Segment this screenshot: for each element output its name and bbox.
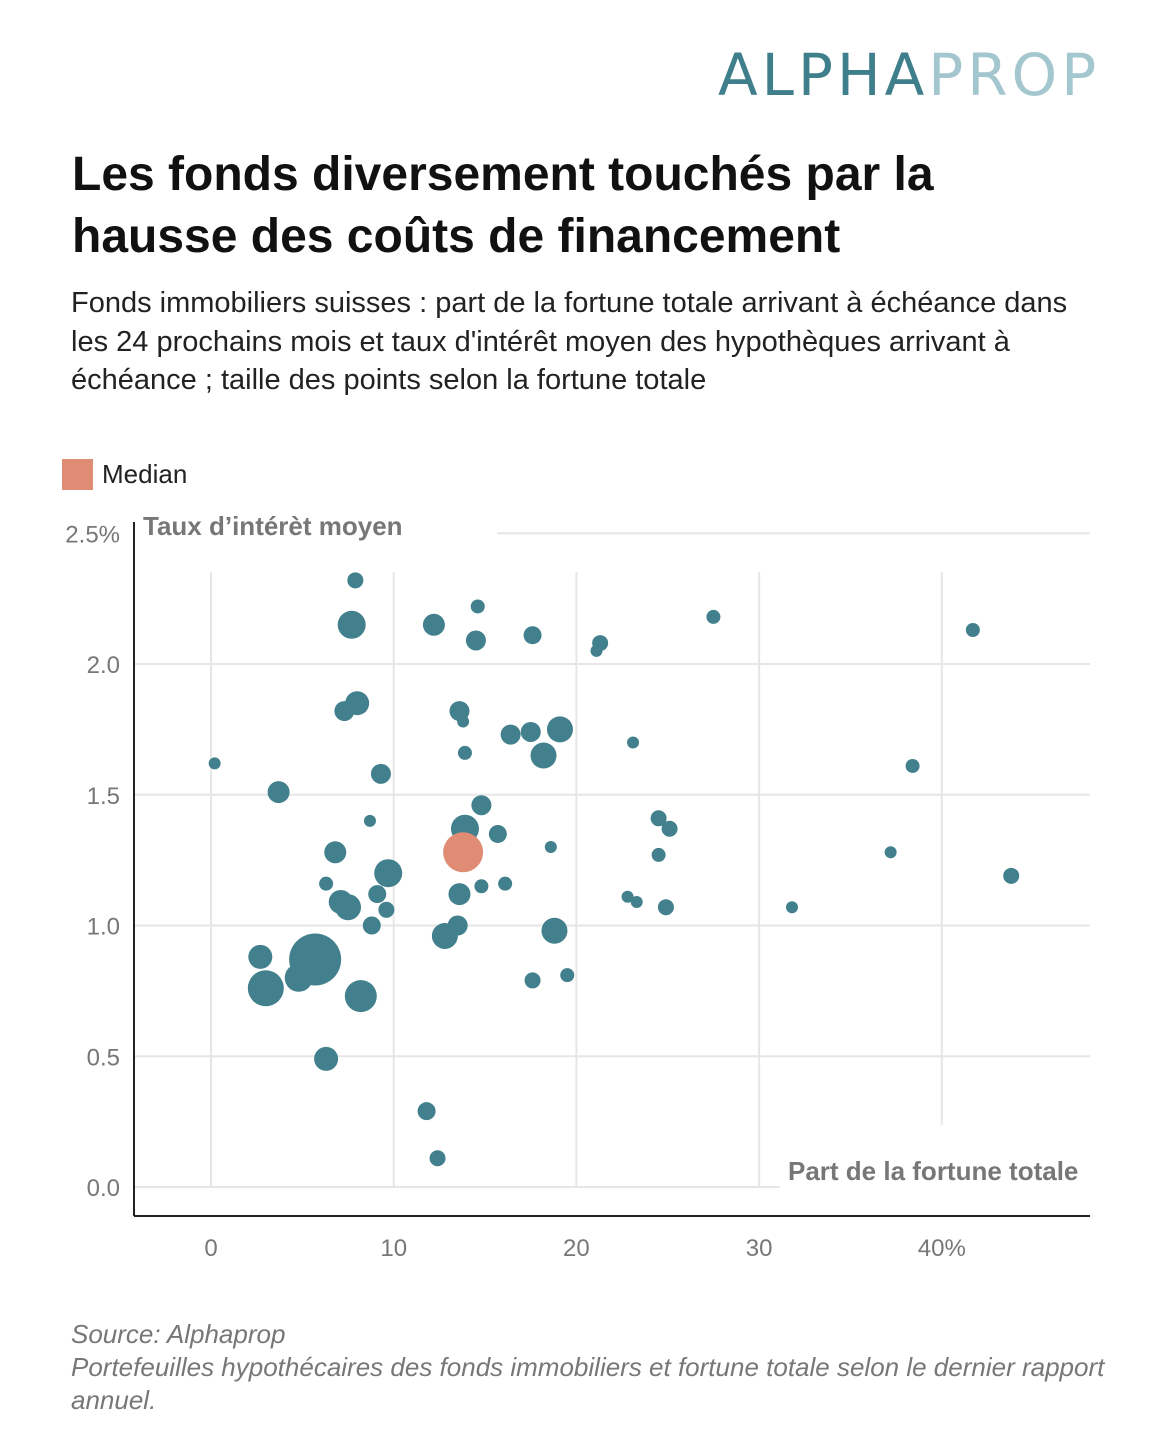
fund-point	[546, 716, 573, 743]
y-tick-label: 1.5	[87, 783, 120, 810]
fund-point	[488, 824, 507, 843]
fund-point	[630, 895, 643, 908]
fund-point	[208, 757, 221, 770]
y-tick-label: 0.5	[87, 1044, 120, 1071]
ylabel-bg	[139, 508, 439, 542]
fund-point	[374, 859, 403, 888]
bubble-chart: 0.0 0.5 1.0 1.5 2.0 2.5% 0 10 20 30 40% Taux d’int…	[65, 508, 1090, 1262]
y-tick-label: 2.5%	[65, 521, 120, 548]
y-tick-label: 1.0	[87, 914, 120, 941]
fund-point	[965, 623, 980, 638]
fund-point	[248, 944, 273, 969]
fund-point	[314, 1046, 339, 1071]
fund-point	[627, 736, 640, 749]
fund-point	[541, 917, 568, 944]
tick-labels: 0.0 0.5 1.0 1.5 2.0 2.5% 0 10 20 30 40%	[65, 521, 966, 1262]
fund-point	[319, 876, 334, 891]
x-tick-label: 20	[563, 1235, 590, 1262]
fund-point	[661, 820, 678, 837]
fund-point	[1003, 867, 1020, 884]
fund-point	[335, 894, 362, 921]
fund-point	[370, 763, 391, 784]
fund-point	[422, 613, 445, 636]
fund-point	[457, 715, 470, 728]
legend: Median	[62, 459, 187, 490]
x-axis-title: Part de la fortune totale	[788, 1156, 1078, 1186]
fund-point	[520, 721, 541, 742]
fund-point	[267, 781, 290, 804]
fund-point	[544, 841, 557, 854]
x-tick-label: 10	[380, 1235, 407, 1262]
fund-point	[651, 847, 666, 862]
fund-point	[905, 758, 920, 773]
fund-point	[590, 644, 603, 657]
fund-point	[524, 972, 541, 989]
fund-point	[498, 876, 513, 891]
fund-point	[344, 980, 377, 1013]
fund-point	[650, 810, 667, 827]
methodology-text: Portefeuilles hypothécaires des fonds im…	[71, 1352, 1105, 1415]
y-tick-label: 2.0	[87, 652, 120, 679]
y-tick-label: 0.0	[87, 1175, 120, 1202]
fund-point	[457, 745, 472, 760]
chart-title: Les fonds diversement touchés par la hau…	[72, 148, 934, 263]
fund-point	[657, 899, 674, 916]
fund-point	[474, 879, 489, 894]
source-text: Source: Alphaprop	[71, 1319, 286, 1349]
fund-point	[500, 724, 521, 745]
fund-point	[337, 610, 366, 639]
chart-subtitle: Fonds immobiliers suisses : part de la f…	[71, 287, 1068, 396]
fund-point	[363, 814, 376, 827]
fund-point	[471, 795, 492, 816]
fund-point	[284, 963, 313, 992]
fund-point	[465, 630, 486, 651]
y-axis-title: Taux d’intérèt moyen	[143, 511, 403, 541]
fund-point	[431, 922, 458, 949]
data-points	[208, 572, 1020, 1167]
legend-median-label: Median	[102, 459, 188, 489]
median-point	[443, 832, 484, 873]
fund-point	[530, 742, 557, 769]
fund-point	[324, 841, 347, 864]
fund-point	[560, 968, 575, 983]
fund-point	[706, 609, 721, 624]
fund-point	[621, 890, 634, 903]
fund-point	[448, 883, 471, 906]
fund-point	[378, 901, 395, 918]
fund-point	[523, 626, 542, 645]
legend-median-swatch	[62, 459, 93, 490]
fund-point	[334, 701, 355, 722]
x-tick-label: 40%	[918, 1235, 966, 1262]
fund-point	[429, 1150, 446, 1167]
fund-point	[884, 846, 897, 859]
grid	[134, 532, 1090, 1188]
x-tick-label: 30	[746, 1235, 773, 1262]
fund-point	[362, 916, 381, 935]
fund-point	[247, 970, 284, 1007]
source-note: Source: Alphaprop Portefeuilles hypothéc…	[71, 1318, 1131, 1417]
fund-point	[470, 599, 485, 614]
fund-point	[785, 901, 798, 914]
logo-part1: ALPHA	[718, 41, 929, 109]
alphaprop-logo: ALPHAPROP	[718, 42, 1100, 108]
fund-point	[417, 1102, 436, 1121]
x-tick-label: 0	[204, 1235, 217, 1262]
fund-point	[347, 572, 364, 589]
fund-point	[368, 885, 387, 904]
logo-part2: PROP	[928, 41, 1101, 109]
